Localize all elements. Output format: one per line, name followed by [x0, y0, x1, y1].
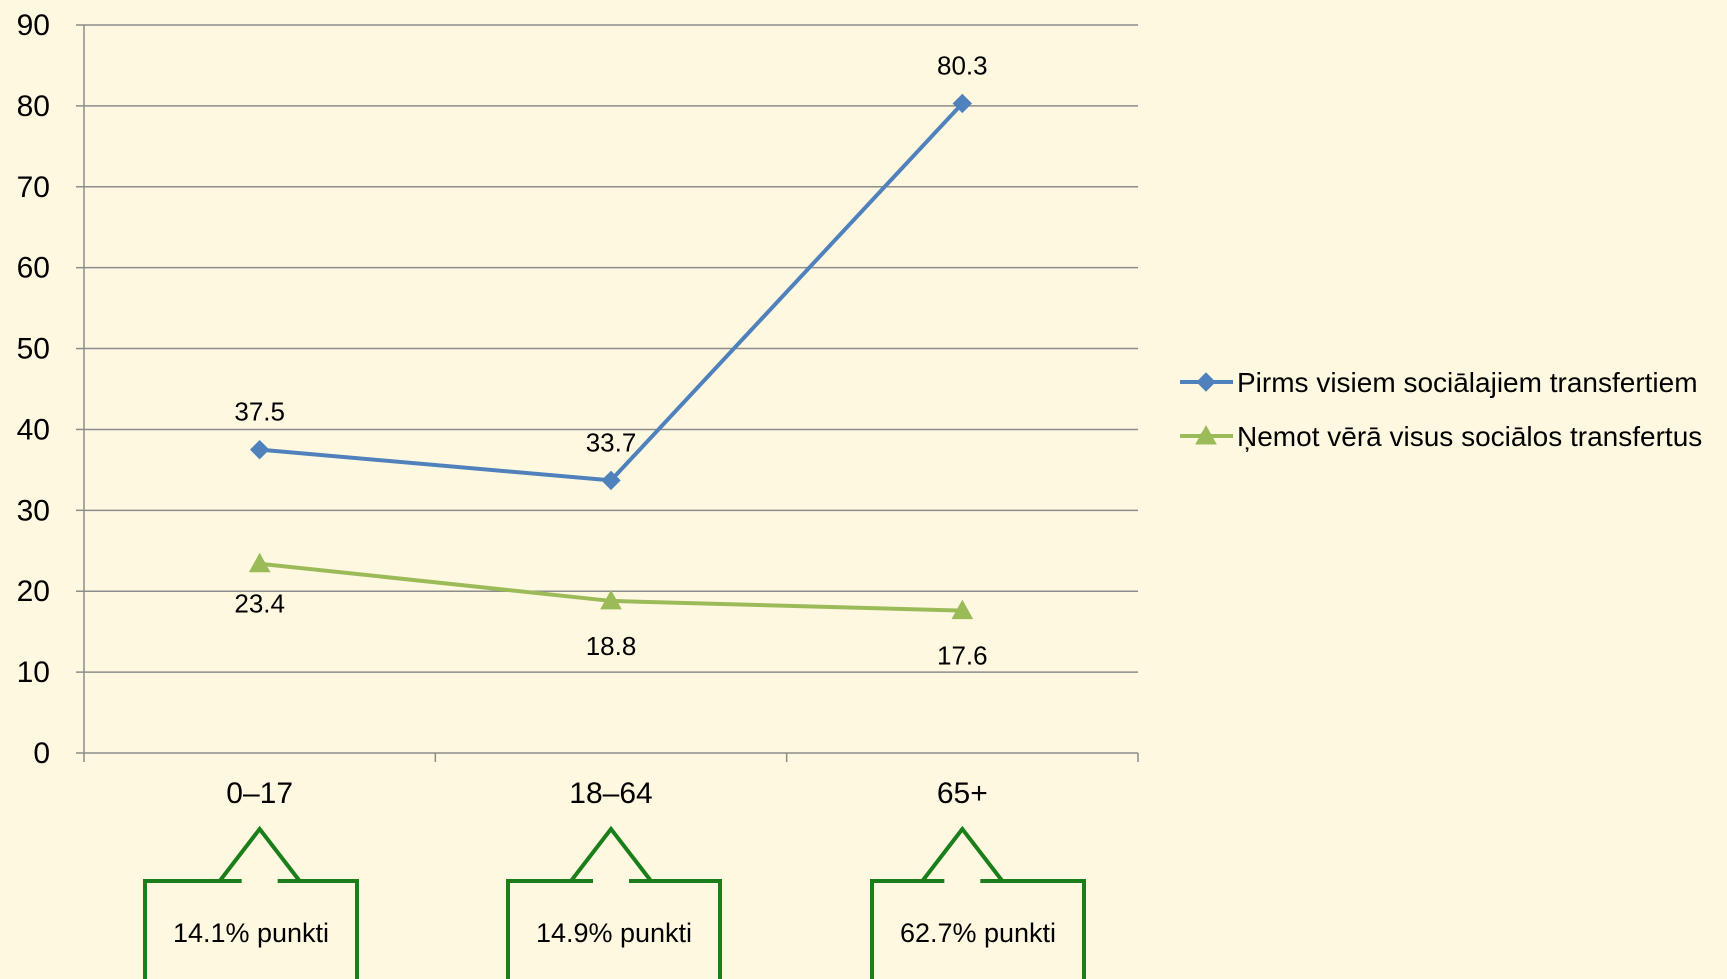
callout-arrow-box [506, 825, 722, 979]
series-line-1 [259, 102, 964, 483]
callout-label: 62.7% punkti [900, 918, 1056, 948]
data-label: 23.4 [234, 589, 285, 619]
series-2-point [951, 599, 974, 620]
series-1-point [952, 93, 973, 114]
x-tick-label: 18–64 [569, 777, 652, 810]
callout-arrow-box [143, 825, 359, 979]
y-tick-label: 0 [33, 737, 50, 770]
data-label: 80.3 [937, 50, 988, 80]
series-2-point [248, 552, 271, 573]
series-2-point [600, 589, 622, 610]
y-tick-label: 20 [17, 575, 50, 608]
x-tick-label: 0–17 [226, 777, 293, 810]
data-label: 37.5 [234, 397, 285, 427]
legend-label: Ņemot vērā visus sociālos transfertus [1237, 421, 1702, 452]
y-tick-label: 10 [17, 656, 50, 689]
data-label: 33.7 [586, 427, 637, 457]
y-tick-label: 70 [17, 171, 50, 204]
legend-marker [1196, 372, 1216, 392]
y-tick-label: 80 [17, 90, 50, 123]
y-tick-label: 90 [17, 9, 50, 42]
callout-arrow-box [870, 825, 1086, 979]
legend-marker [1195, 424, 1217, 445]
y-tick-label: 40 [17, 413, 50, 446]
y-tick-label: 60 [17, 252, 50, 285]
callout-label: 14.9% punkti [536, 918, 692, 948]
callout-label: 14.1% punkti [173, 918, 329, 948]
x-tick-label: 65+ [937, 777, 988, 810]
series-1-point [249, 439, 270, 460]
legend-label: Pirms visiem sociālajiem transfertiem [1237, 367, 1698, 398]
y-tick-label: 30 [17, 494, 50, 527]
data-label: 18.8 [586, 631, 637, 661]
data-label: 17.6 [937, 641, 988, 671]
series-1-point [601, 470, 621, 491]
y-tick-label: 50 [17, 333, 50, 366]
